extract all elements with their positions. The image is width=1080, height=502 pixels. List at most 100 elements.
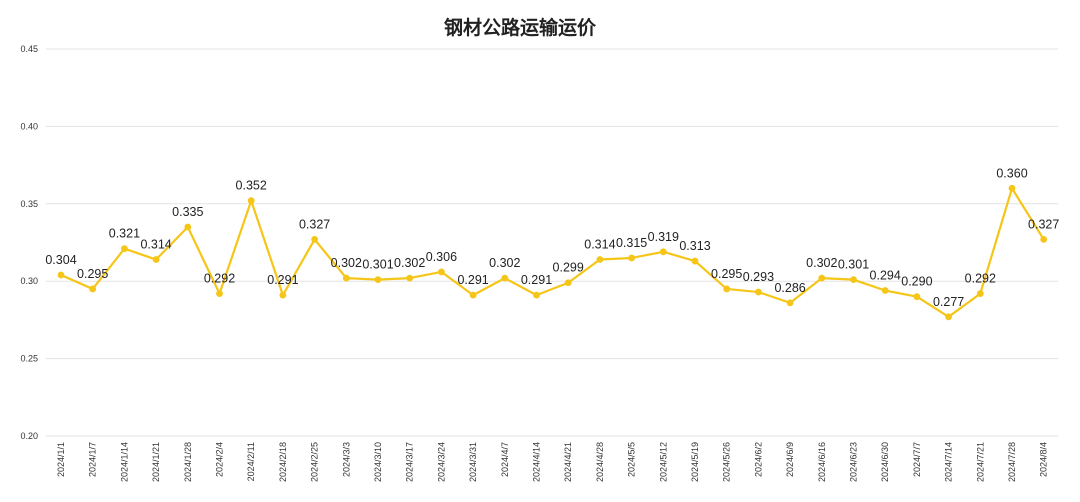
data-label: 0.302 bbox=[806, 256, 837, 270]
data-point bbox=[57, 271, 65, 279]
data-label: 0.291 bbox=[267, 273, 298, 287]
x-tick-label: 2024/6/2 bbox=[753, 442, 763, 477]
data-label: 0.293 bbox=[743, 270, 774, 284]
x-tick-label: 2024/6/9 bbox=[785, 442, 795, 477]
data-label: 0.290 bbox=[901, 275, 932, 289]
x-tick-label: 2024/1/21 bbox=[151, 442, 161, 482]
x-tick-label: 2024/4/14 bbox=[532, 442, 542, 482]
data-label: 0.304 bbox=[45, 253, 76, 267]
data-point bbox=[121, 245, 128, 253]
x-tick-label: 2024/3/3 bbox=[341, 442, 351, 477]
data-label: 0.295 bbox=[711, 267, 742, 281]
data-label: 0.314 bbox=[140, 238, 171, 252]
x-tick-label: 2024/1/1 bbox=[56, 442, 66, 477]
data-label: 0.313 bbox=[679, 239, 710, 253]
data-label: 0.315 bbox=[616, 236, 647, 250]
data-point bbox=[818, 274, 826, 282]
x-tick-label: 2024/7/28 bbox=[1007, 442, 1017, 482]
data-point bbox=[786, 299, 794, 307]
data-point bbox=[311, 236, 318, 243]
data-point bbox=[850, 276, 857, 284]
x-tick-label: 2024/2/11 bbox=[246, 442, 256, 481]
data-point bbox=[279, 291, 287, 299]
data-label: 0.277 bbox=[933, 295, 964, 309]
data-point bbox=[533, 291, 540, 299]
data-label: 0.301 bbox=[362, 258, 393, 272]
data-point bbox=[1008, 184, 1016, 192]
x-tick-label: 2024/1/14 bbox=[119, 442, 129, 482]
data-label: 0.299 bbox=[553, 261, 584, 275]
data-label: 0.319 bbox=[648, 230, 679, 244]
series-line bbox=[60, 187, 1045, 318]
x-tick-label: 2024/5/12 bbox=[658, 442, 668, 482]
x-axis: 2024/1/1 2024/1/7 2024/1/14 2024/1/21 2024/1… bbox=[56, 442, 1049, 482]
data-point bbox=[945, 313, 952, 321]
data-point bbox=[152, 256, 160, 263]
x-tick-label: 2024/6/30 bbox=[880, 442, 890, 482]
x-tick-label: 2024/3/24 bbox=[436, 442, 446, 482]
data-point bbox=[1040, 236, 1048, 243]
x-tick-label: 2024/2/25 bbox=[310, 442, 320, 482]
data-point bbox=[881, 287, 889, 294]
x-tick-label: 2024/3/10 bbox=[373, 442, 383, 482]
x-tick-label: 2024/7/14 bbox=[944, 442, 954, 482]
data-point bbox=[659, 248, 667, 256]
x-tick-label: 2024/2/4 bbox=[215, 442, 225, 477]
y-tick-label: 0.45 bbox=[20, 44, 38, 54]
data-label: 0.302 bbox=[394, 256, 425, 270]
y-tick-label: 0.20 bbox=[20, 431, 38, 441]
x-tick-label: 2024/2/18 bbox=[278, 442, 288, 482]
x-tick-label: 2024/7/7 bbox=[912, 442, 922, 477]
data-label: 0.291 bbox=[457, 273, 488, 287]
series-line-group bbox=[57, 184, 1048, 321]
data-point bbox=[755, 288, 762, 296]
data-label: 0.295 bbox=[77, 267, 108, 281]
data-label: 0.286 bbox=[774, 281, 805, 295]
data-label: 0.292 bbox=[965, 272, 996, 286]
data-label: 0.292 bbox=[204, 272, 235, 286]
y-tick-label: 0.25 bbox=[20, 354, 38, 364]
x-tick-label: 2024/1/7 bbox=[88, 442, 98, 477]
data-point bbox=[247, 197, 255, 205]
data-label: 0.306 bbox=[426, 250, 457, 264]
data-point bbox=[913, 293, 921, 301]
x-tick-label: 2024/5/26 bbox=[722, 442, 732, 482]
x-tick-label: 2024/6/16 bbox=[817, 442, 827, 482]
data-point bbox=[469, 291, 477, 299]
y-axis: 0.20 0.25 0.30 0.35 0.40 0.45 bbox=[20, 44, 38, 441]
data-point bbox=[564, 279, 572, 287]
data-point bbox=[406, 274, 414, 282]
data-label: 0.302 bbox=[331, 256, 362, 270]
x-tick-label: 2024/6/23 bbox=[849, 442, 859, 482]
y-tick-label: 0.40 bbox=[20, 121, 38, 131]
data-label: 0.301 bbox=[838, 258, 869, 272]
data-point bbox=[374, 276, 382, 284]
y-tick-label: 0.35 bbox=[20, 199, 38, 209]
chart-title: 钢材公路运输运价 bbox=[444, 16, 597, 39]
x-tick-label: 2024/4/7 bbox=[500, 442, 510, 477]
data-point bbox=[691, 257, 699, 265]
data-label: 0.294 bbox=[870, 268, 901, 282]
data-point bbox=[216, 290, 223, 297]
data-label: 0.335 bbox=[172, 205, 203, 219]
data-point bbox=[184, 223, 192, 231]
data-point bbox=[976, 290, 984, 297]
data-point bbox=[501, 274, 509, 282]
x-tick-label: 2024/5/19 bbox=[690, 442, 700, 482]
data-point bbox=[438, 268, 445, 276]
data-label: 0.314 bbox=[584, 238, 615, 252]
x-tick-label: 2024/7/21 bbox=[975, 442, 985, 482]
data-label: 0.360 bbox=[996, 166, 1027, 180]
data-point bbox=[628, 254, 635, 262]
x-tick-label: 2024/8/4 bbox=[1039, 442, 1049, 477]
data-label: 0.352 bbox=[236, 179, 267, 193]
data-labels: 0.3040.2950.3210.3140.3350.2920.3520.291… bbox=[45, 166, 1059, 308]
data-point bbox=[89, 285, 97, 293]
x-tick-label: 2024/3/17 bbox=[405, 442, 415, 482]
data-label: 0.327 bbox=[299, 217, 330, 231]
x-tick-label: 2024/5/5 bbox=[627, 442, 637, 477]
data-point bbox=[723, 285, 731, 293]
data-label: 0.291 bbox=[521, 273, 552, 287]
data-label: 0.321 bbox=[109, 227, 140, 241]
